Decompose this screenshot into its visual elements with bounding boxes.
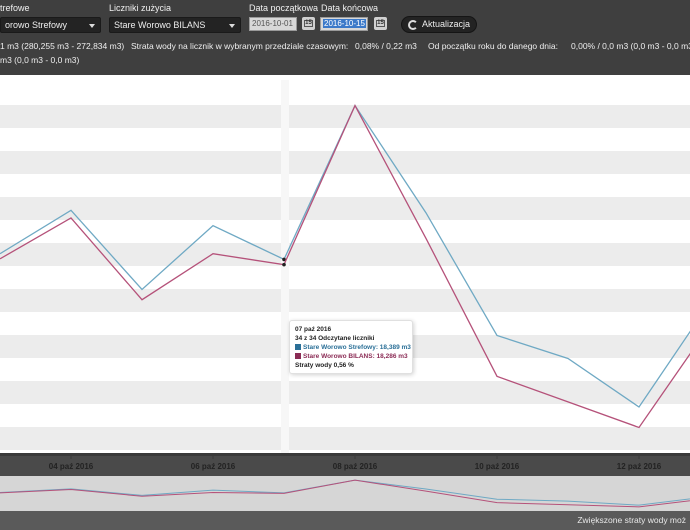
summary-total: 1 m3 (280,255 m3 - 272,834 m3) — [0, 41, 125, 51]
grid-band — [0, 197, 690, 220]
x-axis-tick — [354, 455, 356, 459]
summary-ytd-value: 0,00% / 0,0 m3 (0,0 m3 - 0,0 m3 — [571, 41, 690, 51]
filter-toolbar: trefowe orowo Strefowy Liczniki zużycia … — [0, 0, 690, 75]
refresh-icon — [408, 20, 418, 30]
x-axis-tick — [70, 455, 72, 459]
tooltip-series2: Stare Worowo BILANS: 18,286 m3 — [295, 352, 408, 361]
refresh-button-label: Aktualizacja — [422, 19, 471, 29]
end-calendar-icon[interactable]: 15 — [374, 17, 387, 30]
x-axis-tick — [496, 455, 498, 459]
summary-ytd-label: Od początku roku do danego dnia: — [428, 41, 558, 51]
crosshair-band — [281, 80, 289, 455]
tooltip-loss: Straty wody 0,56 % — [295, 362, 354, 369]
grid-band — [0, 243, 690, 266]
grid-band — [0, 381, 690, 404]
meters-select[interactable]: Stare Worowo BILANS — [109, 17, 241, 33]
x-axis-tick-label: 12 paź 2016 — [616, 462, 662, 471]
x-axis-tick — [212, 455, 214, 459]
start-date-value: 2016-10-01 — [252, 19, 293, 28]
x-axis-tick — [638, 455, 640, 459]
zone-label: trefowe — [0, 3, 30, 13]
x-axis-tick-label: 06 paź 2016 — [190, 462, 236, 471]
start-date-input[interactable]: 2016-10-01 — [249, 17, 297, 31]
grid-band — [0, 289, 690, 312]
start-date-label: Data początkowa — [249, 3, 319, 13]
series-1-point — [282, 257, 286, 262]
x-axis-tick-label: 10 paź 2016 — [474, 462, 520, 471]
end-date-label: Data końcowa — [321, 3, 379, 13]
chevron-down-icon — [229, 24, 235, 28]
tooltip-series1: Stare Worowo Strefowy: 18,389 m3 — [295, 343, 411, 352]
chart-tooltip: 07 paź 2016 34 z 34 Odczytane liczniki S… — [289, 320, 413, 374]
end-date-value: 2016-10-15 — [323, 19, 366, 28]
series1-legend-icon — [295, 344, 301, 350]
summary-period-value: 0,08% / 0,22 m3 — [355, 41, 417, 51]
summary-line2: m3 (0,0 m3 - 0,0 m3) — [0, 55, 80, 65]
meters-select-value: Stare Worowo BILANS — [114, 20, 206, 30]
series-2-point — [282, 262, 286, 267]
tooltip-date: 07 paź 2016 — [295, 326, 332, 333]
summary-period-label: Strata wody na licznik w wybranym przedz… — [131, 41, 349, 51]
chevron-down-icon — [89, 24, 95, 28]
navigator-series-2 — [0, 479, 690, 508]
grid-band — [0, 427, 690, 450]
grid-band — [0, 151, 690, 174]
status-message: Zwiększone straty wody moż — [577, 515, 686, 525]
tooltip-meters: 34 z 34 Odczytane liczniki — [295, 335, 375, 342]
grid-band — [0, 105, 690, 128]
x-axis-bar — [0, 453, 690, 456]
zone-select-value: orowo Strefowy — [5, 20, 68, 30]
x-axis-tick-label: 04 paź 2016 — [48, 462, 94, 471]
zone-select[interactable]: orowo Strefowy — [0, 17, 101, 33]
series2-legend-icon — [295, 353, 301, 359]
meters-label: Liczniki zużycia — [109, 3, 172, 13]
x-axis-tick-label: 08 paź 2016 — [332, 462, 378, 471]
start-calendar-icon[interactable]: 15 — [302, 17, 315, 30]
end-date-input[interactable]: 2016-10-15 — [320, 17, 368, 31]
refresh-button[interactable]: Aktualizacja — [401, 16, 477, 33]
status-bar: Zwiększone straty wody moż — [0, 511, 690, 530]
